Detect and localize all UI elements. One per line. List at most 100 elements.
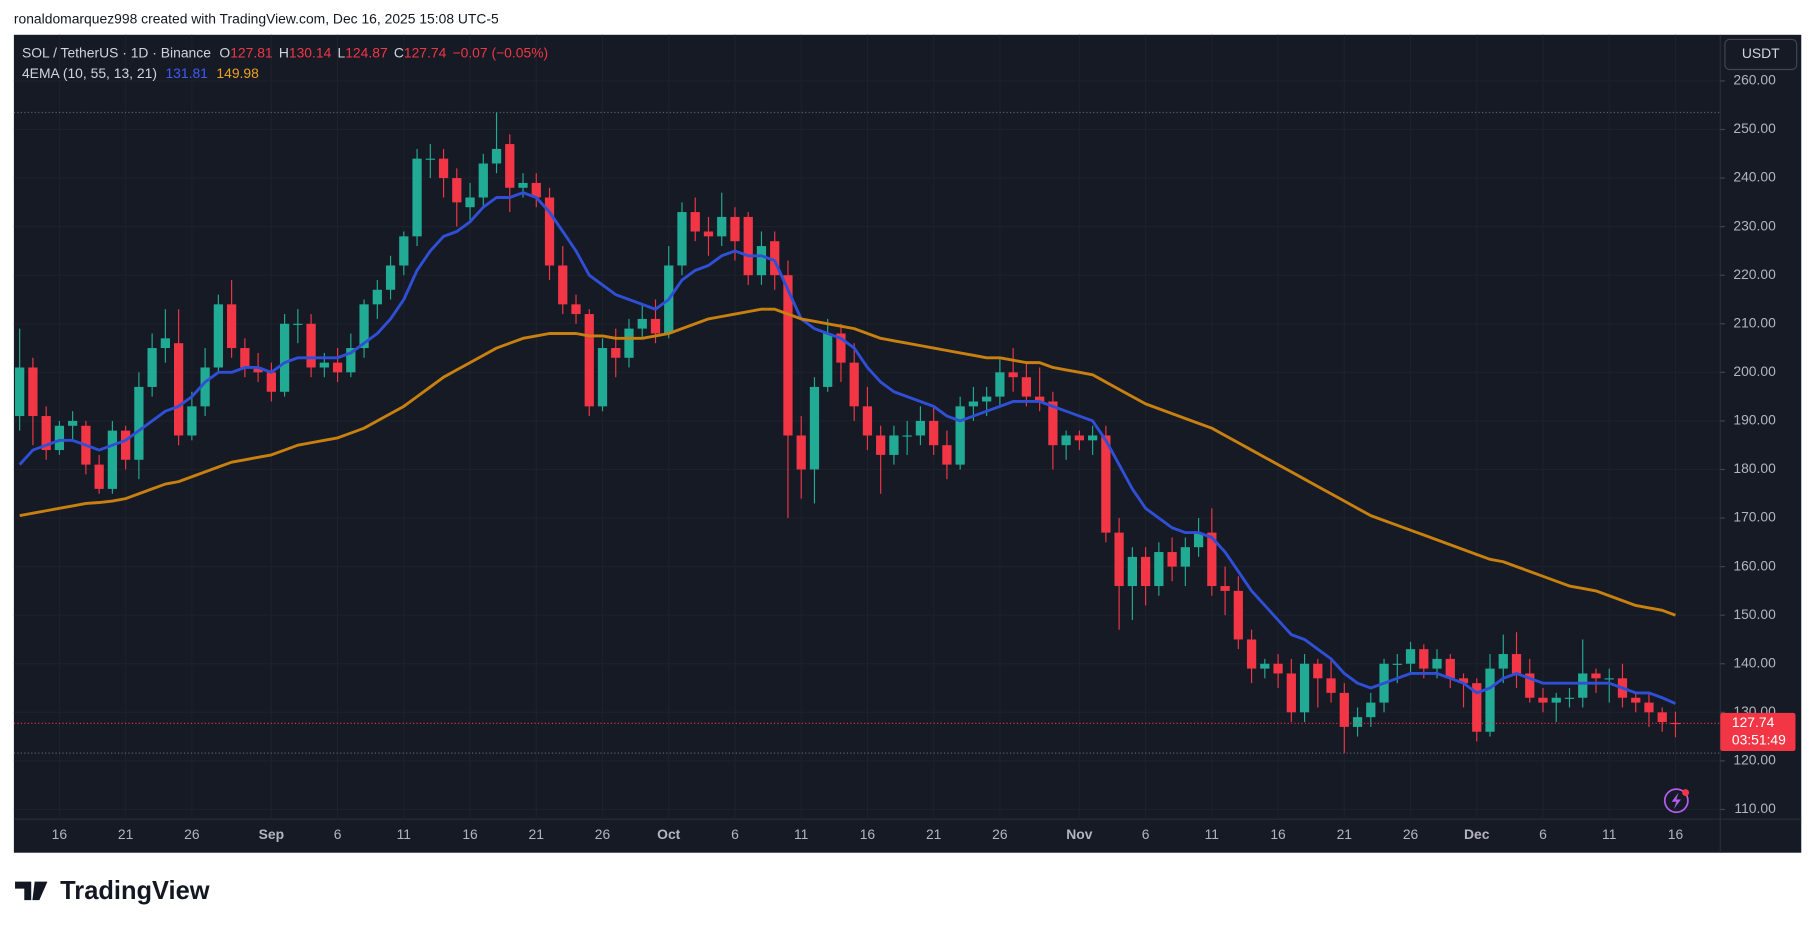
candle-body — [319, 362, 329, 368]
candle-body — [505, 144, 515, 188]
credit: ronaldomarquez998 created with TradingVi… — [14, 10, 499, 26]
alert-ring[interactable] — [1663, 788, 1689, 814]
candle-body — [41, 416, 51, 451]
candle-body — [611, 348, 621, 358]
high-label: H — [279, 44, 289, 60]
candle-body — [1485, 668, 1495, 732]
candle-body — [1273, 663, 1283, 674]
candle-body — [121, 430, 131, 460]
candle-body — [1008, 372, 1018, 378]
candle-body — [1498, 654, 1508, 669]
alert-icon[interactable] — [1663, 788, 1690, 814]
low-label: L — [338, 44, 346, 60]
change: −0.07 (−0.05%) — [453, 44, 549, 60]
x-tick-label: 16 — [860, 826, 876, 842]
candle-body — [491, 148, 502, 164]
x-tick-label: 11 — [397, 826, 412, 842]
y-tick-label: 250.00 — [1733, 120, 1776, 136]
candle-body — [690, 212, 700, 232]
x-tick-label: Nov — [1066, 826, 1092, 842]
candle-body — [1313, 663, 1323, 679]
candle-body — [1472, 683, 1482, 732]
candle-body — [889, 435, 899, 455]
candle-body — [677, 212, 687, 266]
candle-body — [1114, 532, 1124, 587]
candle-body — [518, 182, 528, 188]
candle-body — [1631, 697, 1641, 703]
candle-body — [968, 401, 979, 407]
candle-body — [929, 420, 939, 446]
legend-indicator: 4EMA (10, 55, 13, 21) 131.81 149.98 — [22, 65, 259, 81]
candle-body — [94, 464, 104, 489]
y-tick-label: 110.00 — [1734, 800, 1776, 816]
candle-body — [240, 348, 250, 368]
candle-body — [1578, 673, 1588, 698]
x-tick-label: 21 — [118, 826, 134, 842]
candle-body — [955, 406, 965, 465]
candle-body — [266, 372, 276, 392]
x-tick-label: 16 — [1668, 826, 1684, 842]
candle-body — [770, 241, 780, 276]
y-tick-label: 230.00 — [1733, 217, 1776, 233]
currency-button[interactable] — [1724, 38, 1798, 71]
y-tick-label: 240.00 — [1733, 169, 1776, 185]
candle-body — [438, 158, 449, 179]
candle-body — [54, 425, 65, 451]
candle-body — [1670, 722, 1681, 725]
candle-body — [385, 265, 396, 290]
price-tag — [1720, 712, 1796, 752]
candle-body — [809, 386, 820, 470]
candle-body — [399, 236, 409, 266]
x-tick-label: 26 — [595, 826, 611, 842]
candle-body — [1140, 556, 1151, 587]
y-tick-label: 200.00 — [1733, 363, 1776, 379]
candle-body — [637, 318, 647, 329]
y-tick-label: 120.00 — [1733, 752, 1776, 768]
currency-label[interactable]: USDT — [1742, 45, 1780, 61]
candle-body — [359, 304, 369, 349]
candle-body — [279, 323, 290, 392]
x-tick-label: 11 — [1602, 826, 1617, 842]
price-tag-countdown: 03:51:49 — [1732, 731, 1786, 747]
x-tick-label: 16 — [462, 826, 478, 842]
candle-body — [213, 304, 223, 368]
candle-body — [624, 328, 634, 358]
candle-body — [703, 231, 714, 237]
y-tick-label: 180.00 — [1733, 460, 1776, 476]
x-tick-label: 11 — [794, 826, 809, 842]
alert-bolt[interactable] — [1671, 792, 1681, 809]
candle-body — [982, 396, 992, 402]
candle-body — [1339, 692, 1349, 727]
candle-body — [1432, 658, 1442, 669]
candle-body — [1445, 658, 1455, 679]
low-value: 124.87 — [345, 44, 388, 60]
candle-body — [1458, 678, 1469, 684]
candle-body — [1193, 532, 1204, 548]
legend-ohlc: SOL / TetherUS · 1D · Binance O127.81 H1… — [22, 44, 548, 60]
y-tick-label: 190.00 — [1733, 412, 1776, 428]
candle-body — [1167, 552, 1177, 567]
y-tick-label: 140.00 — [1733, 654, 1776, 670]
candle-body — [346, 348, 356, 373]
candle-body — [558, 265, 568, 305]
candle-body — [1326, 678, 1336, 693]
y-tick-label: 170.00 — [1733, 509, 1776, 525]
candle-body — [465, 197, 475, 208]
candle-body — [796, 435, 806, 470]
y-tick-label: 260.00 — [1733, 72, 1776, 88]
price-tag-value: 127.74 — [1732, 714, 1775, 730]
x-tick-label: Dec — [1464, 826, 1490, 842]
x-tick-label: 6 — [334, 826, 342, 842]
candle-body — [1154, 552, 1164, 587]
candle-body — [717, 216, 727, 237]
candle-body — [425, 158, 435, 160]
candle-body — [412, 158, 422, 237]
candle-body — [531, 182, 541, 198]
candle-body — [478, 163, 488, 198]
candle-body — [650, 318, 661, 334]
indicator-name: 4EMA (10, 55, 13, 21) — [22, 65, 157, 81]
alert-dot[interactable] — [1682, 789, 1690, 797]
plot — [13, 111, 1721, 754]
candle-body — [902, 435, 912, 437]
